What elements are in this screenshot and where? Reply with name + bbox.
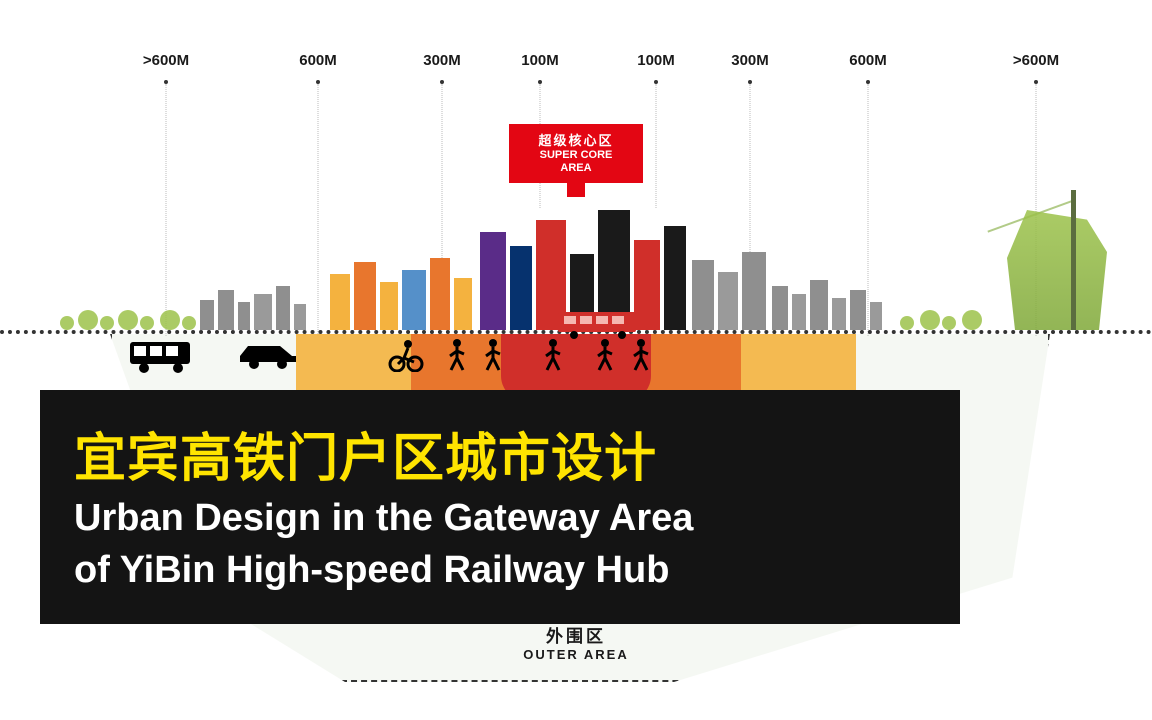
title-overlay: 宜宾高铁门户区城市设计 Urban Design in the Gateway … [40,390,960,624]
dist-label-4: 100M [637,52,675,69]
pedestrian-icon [594,338,616,372]
title-en-line2: of YiBin High-speed Railway Hub [74,547,926,595]
distance-row: >600M 600M 300M 100M 100M 300M 600M >600… [0,52,1152,76]
pedestrian-icon [482,338,504,372]
dist-label-6: 600M [849,52,887,69]
pedestrian-icon [630,338,652,372]
outer-area-label: 外围区 OUTER AREA [523,622,628,662]
dist-label-3: 100M [521,52,559,69]
dist-label-0: >600M [143,52,189,69]
super-core-flag: 超级核心区 SUPER CORE AREA [509,124,643,197]
red-bus-icon [556,310,642,340]
dist-label-1: 600M [299,52,337,69]
title-cn: 宜宾高铁门户区城市设计 [74,416,926,491]
cyclist-icon [388,338,424,372]
dist-label-5: 300M [731,52,769,69]
super-core-en1: SUPER CORE [517,149,635,162]
bus-icon [128,338,198,374]
super-core-en2: AREA [517,162,635,175]
outer-cn: 外围区 [523,622,628,647]
outer-en: OUTER AREA [523,647,628,662]
green-patch [1007,210,1107,330]
title-en-line1: Urban Design in the Gateway Area [74,495,926,543]
green-pole [1071,190,1076,330]
car-icon [236,338,302,370]
dist-label-7: >600M [1013,52,1059,69]
pedestrian-icon [446,338,468,372]
diagram-stage: >600M 600M 300M 100M 100M 300M 600M >600… [0,0,1152,720]
dist-label-2: 300M [423,52,461,69]
super-core-cn: 超级核心区 [517,130,635,149]
pedestrian-icon [542,338,564,372]
